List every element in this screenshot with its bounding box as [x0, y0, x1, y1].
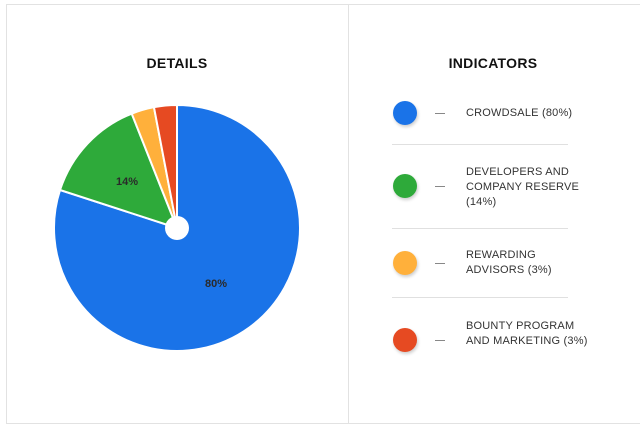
legend-separator: [392, 297, 568, 298]
pie-center-hole: [165, 216, 189, 240]
legend-separator: [392, 144, 568, 145]
legend-dash: [435, 263, 445, 264]
legend-color-dot-icon: [393, 251, 417, 275]
pie-chart: 80% 14%: [53, 103, 301, 352]
legend-color-dot-icon: [393, 174, 417, 198]
legend-dash: [435, 186, 445, 187]
legend-dash: [435, 340, 445, 341]
legend-label: BOUNTY PROGRAM AND MARKETING (3%): [466, 320, 588, 347]
legend-dash: [435, 113, 445, 114]
legend-label: REWARDING ADVISORS (3%): [466, 249, 552, 276]
pie-data-label: 80%: [205, 278, 227, 290]
legend-color-dot-icon: [393, 101, 417, 125]
panel-divider: [348, 4, 349, 424]
pie-slice-1[interactable]: [58, 112, 179, 230]
legend-label: DEVELOPERS AND COMPANY RESERVE (14%): [466, 166, 580, 208]
legend-label: CROWDSALE (80%): [466, 107, 573, 119]
details-title: DETAILS: [146, 55, 208, 71]
indicators-title: INDICATORS: [448, 55, 538, 71]
legend-color-dot-icon: [393, 328, 417, 352]
pie-data-label: 14%: [116, 176, 138, 188]
pie-slice-3[interactable]: [152, 103, 178, 229]
legend-separator: [392, 228, 568, 229]
